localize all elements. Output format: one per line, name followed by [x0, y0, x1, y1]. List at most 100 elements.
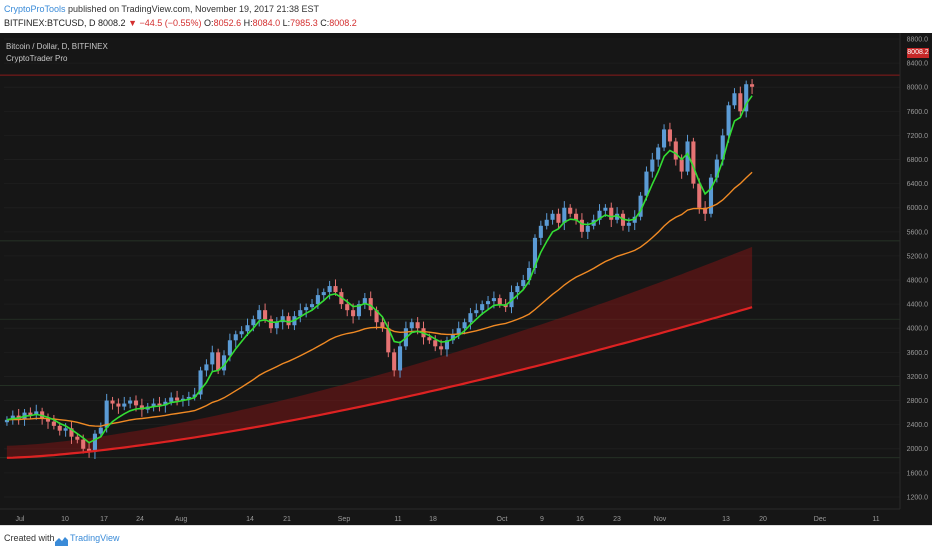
price-axis-label: 2400.0	[907, 422, 929, 429]
candle	[362, 298, 367, 305]
ema-slow-line	[6, 306, 753, 459]
candle	[603, 207, 608, 211]
candle	[556, 213, 561, 223]
candle	[180, 398, 186, 401]
candle	[321, 292, 326, 296]
price-axis-label: 6400.0	[907, 181, 929, 188]
candle	[169, 397, 174, 402]
time-axis-label: 21	[283, 516, 291, 523]
candle	[726, 105, 731, 136]
candle	[532, 237, 538, 268]
candle	[327, 286, 332, 293]
candle	[45, 418, 51, 422]
candle	[685, 141, 690, 172]
candle	[720, 135, 725, 160]
candle	[87, 448, 92, 452]
candle	[351, 310, 356, 317]
last-price: 8008.2	[98, 18, 126, 28]
high-value: 8084.0	[252, 18, 281, 28]
candle	[468, 313, 473, 323]
tradingview-link[interactable]: TradingView	[70, 533, 120, 543]
candle	[397, 346, 403, 371]
candle	[151, 403, 156, 407]
chart-legend: Bitcoin / Dollar, D, BITFINEX CryptoTrad…	[6, 41, 108, 65]
candle	[186, 396, 191, 399]
candle	[298, 310, 303, 317]
candle	[456, 328, 461, 335]
ema-mid-line	[6, 171, 753, 427]
candle	[368, 298, 373, 311]
candle	[116, 403, 121, 407]
candle	[708, 177, 714, 214]
time-axis-label: 14	[246, 516, 254, 523]
time-axis-label: Dec	[814, 516, 827, 523]
candle	[157, 403, 162, 406]
candle	[491, 298, 496, 302]
candle	[392, 352, 397, 371]
price-change: ▼ −44.5 (−0.55%)	[128, 18, 202, 28]
candle	[239, 331, 244, 335]
candle	[198, 370, 203, 395]
candle	[374, 310, 379, 323]
candle	[304, 307, 309, 311]
price-axis-label: 7200.0	[907, 133, 929, 140]
price-axis-label: 8400.0	[907, 61, 929, 68]
candle	[550, 213, 555, 220]
candle	[562, 207, 567, 223]
candle	[81, 439, 86, 449]
candle	[579, 219, 584, 232]
publish-line: CryptoProTools published on TradingView.…	[4, 4, 319, 14]
close-value: 8008.2	[329, 18, 357, 28]
candle	[356, 304, 362, 317]
time-axis-label: 24	[136, 516, 144, 523]
close-label: C:	[320, 18, 330, 28]
candle	[433, 340, 438, 347]
tradingview-logo-icon	[55, 533, 68, 551]
candle	[10, 415, 15, 420]
candle	[409, 322, 414, 329]
candle	[4, 419, 9, 423]
legend-indicator[interactable]: CryptoTrader Pro	[6, 54, 68, 63]
time-axis-label: 10	[61, 516, 69, 523]
candle	[263, 310, 268, 320]
chart-canvas[interactable]: 1200.0 1600.0 2000.0 2400.0 2800.0 3200.0 3600…	[0, 33, 932, 525]
candle	[110, 400, 115, 404]
candle	[544, 219, 549, 226]
price-axis-label: 8800.0	[907, 37, 929, 44]
low-label: L:	[282, 18, 291, 28]
candle	[57, 425, 62, 431]
candle	[274, 322, 279, 329]
price-axis-label: 6000.0	[907, 205, 929, 212]
candle	[615, 213, 620, 220]
candle	[75, 436, 80, 440]
price-axis-label: 7600.0	[907, 109, 929, 116]
candle	[744, 84, 749, 112]
time-axis-label: 16	[576, 516, 584, 523]
candle	[527, 267, 532, 281]
candle	[427, 337, 432, 341]
candle	[462, 322, 467, 329]
price-axis-label: 5200.0	[907, 253, 929, 260]
candle	[650, 159, 655, 172]
candle	[609, 207, 614, 220]
candle	[63, 428, 68, 431]
price-axis-label: 4000.0	[907, 326, 929, 333]
candle	[233, 334, 238, 341]
publisher-link[interactable]: CryptoProTools	[4, 4, 66, 14]
candle	[286, 316, 291, 326]
time-axis-label: Jul	[16, 516, 25, 523]
candle	[309, 304, 315, 308]
last-price-tag: 8008.2	[907, 48, 929, 58]
candle	[221, 355, 227, 371]
candle	[480, 304, 485, 311]
price-axis-label: 3600.0	[907, 350, 929, 357]
price-chart[interactable]: 1200.0 1600.0 2000.0 2400.0 2800.0 3200.0 3600…	[0, 33, 932, 525]
time-axis-label: 23	[613, 516, 621, 523]
candle	[315, 295, 320, 305]
candle	[732, 93, 737, 106]
candle	[415, 322, 420, 329]
time-axis-label: Nov	[654, 516, 667, 523]
candle	[474, 310, 479, 314]
published-text: published on TradingView.com, November 1…	[68, 4, 320, 14]
candle	[251, 319, 256, 326]
